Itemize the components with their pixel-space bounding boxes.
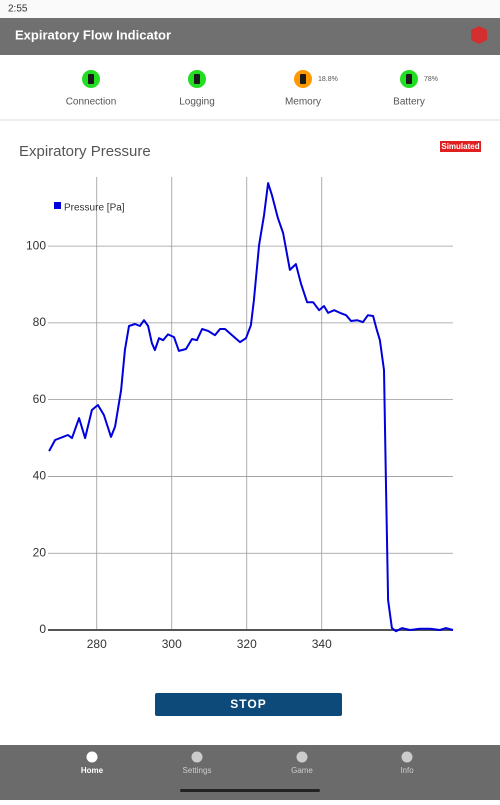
chart-title: Expiratory Pressure xyxy=(19,143,151,160)
indicator-glyph xyxy=(194,74,200,84)
stop-button[interactable] xyxy=(155,693,342,716)
indicator-glyph xyxy=(300,74,306,84)
app-title: Expiratory Flow Indicator xyxy=(15,27,171,42)
status-bar xyxy=(0,0,500,18)
nav-label[interactable]: Settings xyxy=(183,766,212,775)
stop-button-label[interactable]: STOP xyxy=(230,697,266,711)
nav-icon[interactable] xyxy=(296,751,308,763)
y-tick-label: 100 xyxy=(26,238,46,252)
indicator-label: Logging xyxy=(179,97,215,108)
badge-text: Simulated xyxy=(441,142,479,151)
clock: 2:55 xyxy=(8,4,28,15)
badge xyxy=(440,141,481,152)
gesture-bar xyxy=(180,789,320,792)
nav-label[interactable]: Info xyxy=(400,766,414,775)
x-tick-label: 280 xyxy=(87,637,107,651)
x-tick-label: 300 xyxy=(162,637,182,651)
nav-label[interactable]: Home xyxy=(81,766,104,775)
y-tick-label: 20 xyxy=(33,545,47,559)
x-tick-label: 340 xyxy=(312,637,332,651)
app-logo xyxy=(471,26,487,44)
y-tick-label: 60 xyxy=(33,392,47,406)
legend-label: Pressure [Pa] xyxy=(64,203,125,214)
indicator-value: 18.8% xyxy=(318,76,338,83)
indicator-glyph xyxy=(88,74,94,84)
indicator-label: Connection xyxy=(66,97,117,108)
indicator-glyph xyxy=(406,74,412,84)
indicator-value: 78% xyxy=(424,76,438,83)
nav-icon[interactable] xyxy=(86,751,98,763)
y-tick-label: 80 xyxy=(33,315,47,329)
nav-icon[interactable] xyxy=(191,751,203,763)
indicator-label: Memory xyxy=(285,97,321,108)
y-tick-label: 0 xyxy=(39,622,46,636)
legend-swatch xyxy=(54,202,61,209)
indicator-label: Battery xyxy=(393,97,425,108)
y-tick-label: 40 xyxy=(33,469,47,483)
nav-label[interactable]: Game xyxy=(291,766,313,775)
x-tick-label: 320 xyxy=(237,637,257,651)
data-line xyxy=(48,182,454,633)
nav-icon[interactable] xyxy=(401,751,413,763)
app-bar xyxy=(0,18,500,55)
